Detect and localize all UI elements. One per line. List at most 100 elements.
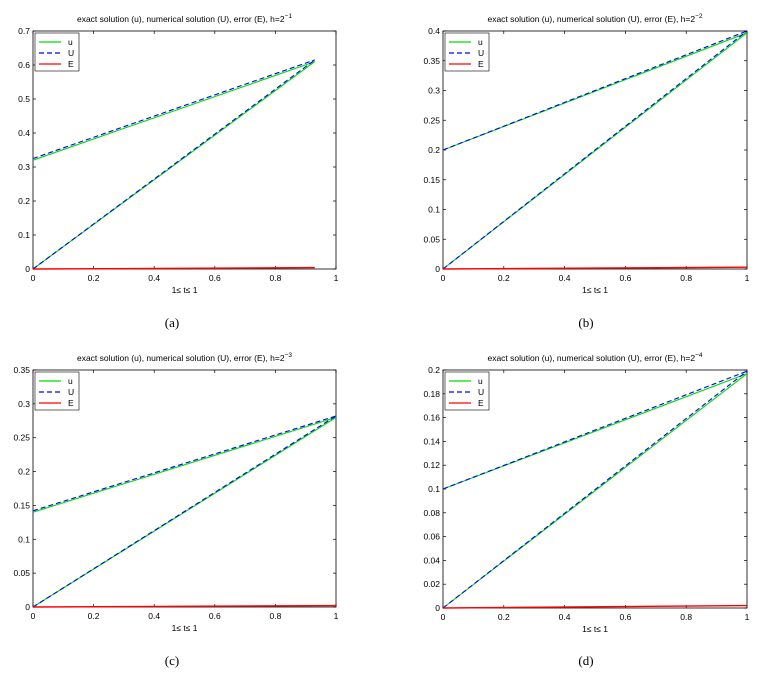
x-tick-label: 0.2 bbox=[88, 611, 100, 621]
x-tick-label: 0.2 bbox=[498, 273, 510, 283]
legend-label-E: E bbox=[478, 59, 484, 69]
y-tick-label: 0 bbox=[25, 602, 30, 612]
x-tick-label: 0.6 bbox=[209, 273, 221, 283]
x-tick-label: 0.4 bbox=[148, 273, 160, 283]
x-axis-label: 1≤ t≤ 1 bbox=[172, 623, 198, 633]
series-line-E bbox=[32, 604, 337, 608]
legend-box bbox=[34, 32, 80, 72]
legend-label-E: E bbox=[68, 59, 74, 69]
x-axis-label: 1≤ t≤ 1 bbox=[582, 624, 608, 634]
caption-a: (a) bbox=[164, 315, 180, 330]
chart-title-main: exact solution (u), numerical solution (… bbox=[487, 14, 695, 24]
series-line-E bbox=[442, 604, 748, 609]
x-tick-label: 0.6 bbox=[209, 611, 221, 621]
y-tick-label: 0.4 bbox=[428, 26, 440, 36]
x-tick-label: 0.8 bbox=[269, 611, 281, 621]
y-tick-label: 0.1 bbox=[428, 205, 440, 215]
x-tick-label: 0.8 bbox=[680, 273, 692, 283]
y-tick-label: 0.04 bbox=[423, 555, 440, 565]
legend-box bbox=[444, 371, 490, 411]
y-tick-label: 0 bbox=[435, 264, 440, 274]
y-tick-label: 0.35 bbox=[423, 56, 440, 66]
y-tick-label: 0.18 bbox=[423, 389, 440, 399]
y-tick-label: 0.3 bbox=[18, 399, 30, 409]
y-tick-label: 0.25 bbox=[13, 433, 30, 443]
legend-label-u: u bbox=[478, 37, 483, 47]
series-line-U bbox=[32, 59, 315, 160]
x-tick-label: 1 bbox=[745, 273, 750, 283]
y-tick-label: 0.1 bbox=[428, 484, 440, 494]
y-tick-label: 0.2 bbox=[428, 365, 440, 375]
chart-panel-b: exact solution (u), numerical solution (… bbox=[423, 13, 749, 295]
x-axis-label: 1≤ t≤ 1 bbox=[582, 285, 608, 295]
y-tick-label: 0 bbox=[25, 264, 30, 274]
y-tick-label: 0.15 bbox=[423, 175, 440, 185]
y-tick-label: 0.35 bbox=[13, 365, 30, 375]
x-tick-label: 0.6 bbox=[619, 612, 631, 622]
legend-label-u: u bbox=[68, 37, 73, 47]
plot-area bbox=[32, 369, 337, 608]
y-tick-label: 0.1 bbox=[18, 534, 30, 544]
x-tick-label: 0.8 bbox=[680, 612, 692, 622]
series-line-u bbox=[442, 32, 748, 151]
chart-title-exponent: −2 bbox=[695, 13, 703, 20]
series-line-u bbox=[32, 61, 315, 161]
chart-panel-a: exact solution (u), numerical solution (… bbox=[18, 13, 338, 295]
y-tick-label: 0.12 bbox=[423, 460, 440, 470]
caption-c: (c) bbox=[164, 653, 180, 668]
legend-label-E: E bbox=[68, 398, 74, 408]
y-tick-label: 0.6 bbox=[18, 60, 30, 70]
series-line-E bbox=[442, 266, 748, 270]
chart-title: exact solution (u), numerical solution (… bbox=[487, 13, 702, 24]
y-tick-label: 0.4 bbox=[18, 128, 30, 138]
y-tick-label: 0 bbox=[435, 603, 440, 613]
x-tick-label: 0.4 bbox=[559, 273, 571, 283]
y-tick-label: 0.25 bbox=[423, 115, 440, 125]
y-tick-label: 0.2 bbox=[18, 196, 30, 206]
chart-panel-d: exact solution (u), numerical solution (… bbox=[423, 352, 749, 634]
series-line-U bbox=[442, 370, 748, 609]
series-line-U bbox=[32, 415, 337, 608]
series-line-U bbox=[32, 415, 337, 512]
y-tick-label: 0.5 bbox=[18, 94, 30, 104]
chart-title: exact solution (u), numerical solution (… bbox=[77, 13, 292, 24]
chart-title-main: exact solution (u), numerical solution (… bbox=[77, 14, 285, 24]
x-tick-label: 0.8 bbox=[269, 273, 281, 283]
y-tick-label: 0.2 bbox=[428, 145, 440, 155]
x-tick-label: 0 bbox=[31, 611, 36, 621]
legend-label-U: U bbox=[68, 387, 74, 397]
caption-b: (b) bbox=[578, 315, 594, 330]
x-tick-label: 0 bbox=[441, 273, 446, 283]
y-tick-label: 0.1 bbox=[18, 230, 30, 240]
y-tick-label: 0.06 bbox=[423, 532, 440, 542]
chart-title-exponent: −4 bbox=[695, 352, 703, 359]
chart-panel-c: exact solution (u), numerical solution (… bbox=[13, 352, 338, 633]
series-line-U bbox=[442, 370, 748, 490]
legend-label-U: U bbox=[478, 387, 484, 397]
y-tick-label: 0.3 bbox=[18, 162, 30, 172]
y-tick-label: 0.7 bbox=[18, 26, 30, 36]
x-tick-label: 0.6 bbox=[619, 273, 631, 283]
x-tick-label: 0.2 bbox=[88, 273, 100, 283]
y-tick-label: 0.14 bbox=[423, 436, 440, 446]
series-line-u bbox=[32, 416, 337, 513]
series-line-U bbox=[442, 30, 748, 151]
x-tick-label: 1 bbox=[745, 612, 750, 622]
x-tick-label: 0.4 bbox=[148, 611, 160, 621]
y-tick-label: 0.15 bbox=[13, 500, 30, 510]
x-tick-label: 0.4 bbox=[559, 612, 571, 622]
y-tick-label: 0.05 bbox=[13, 568, 30, 578]
chart-title-exponent: −1 bbox=[285, 13, 293, 20]
legend-label-u: u bbox=[478, 376, 483, 386]
legend-label-U: U bbox=[68, 48, 74, 58]
y-tick-label: 0.08 bbox=[423, 508, 440, 518]
x-axis-label: 1≤ t≤ 1 bbox=[172, 285, 198, 295]
series-line-U bbox=[32, 59, 316, 270]
y-tick-label: 0.02 bbox=[423, 579, 440, 589]
x-tick-label: 0 bbox=[31, 273, 36, 283]
legend-box bbox=[34, 371, 80, 411]
y-tick-label: 0.2 bbox=[18, 467, 30, 477]
series-line-u bbox=[442, 373, 748, 609]
